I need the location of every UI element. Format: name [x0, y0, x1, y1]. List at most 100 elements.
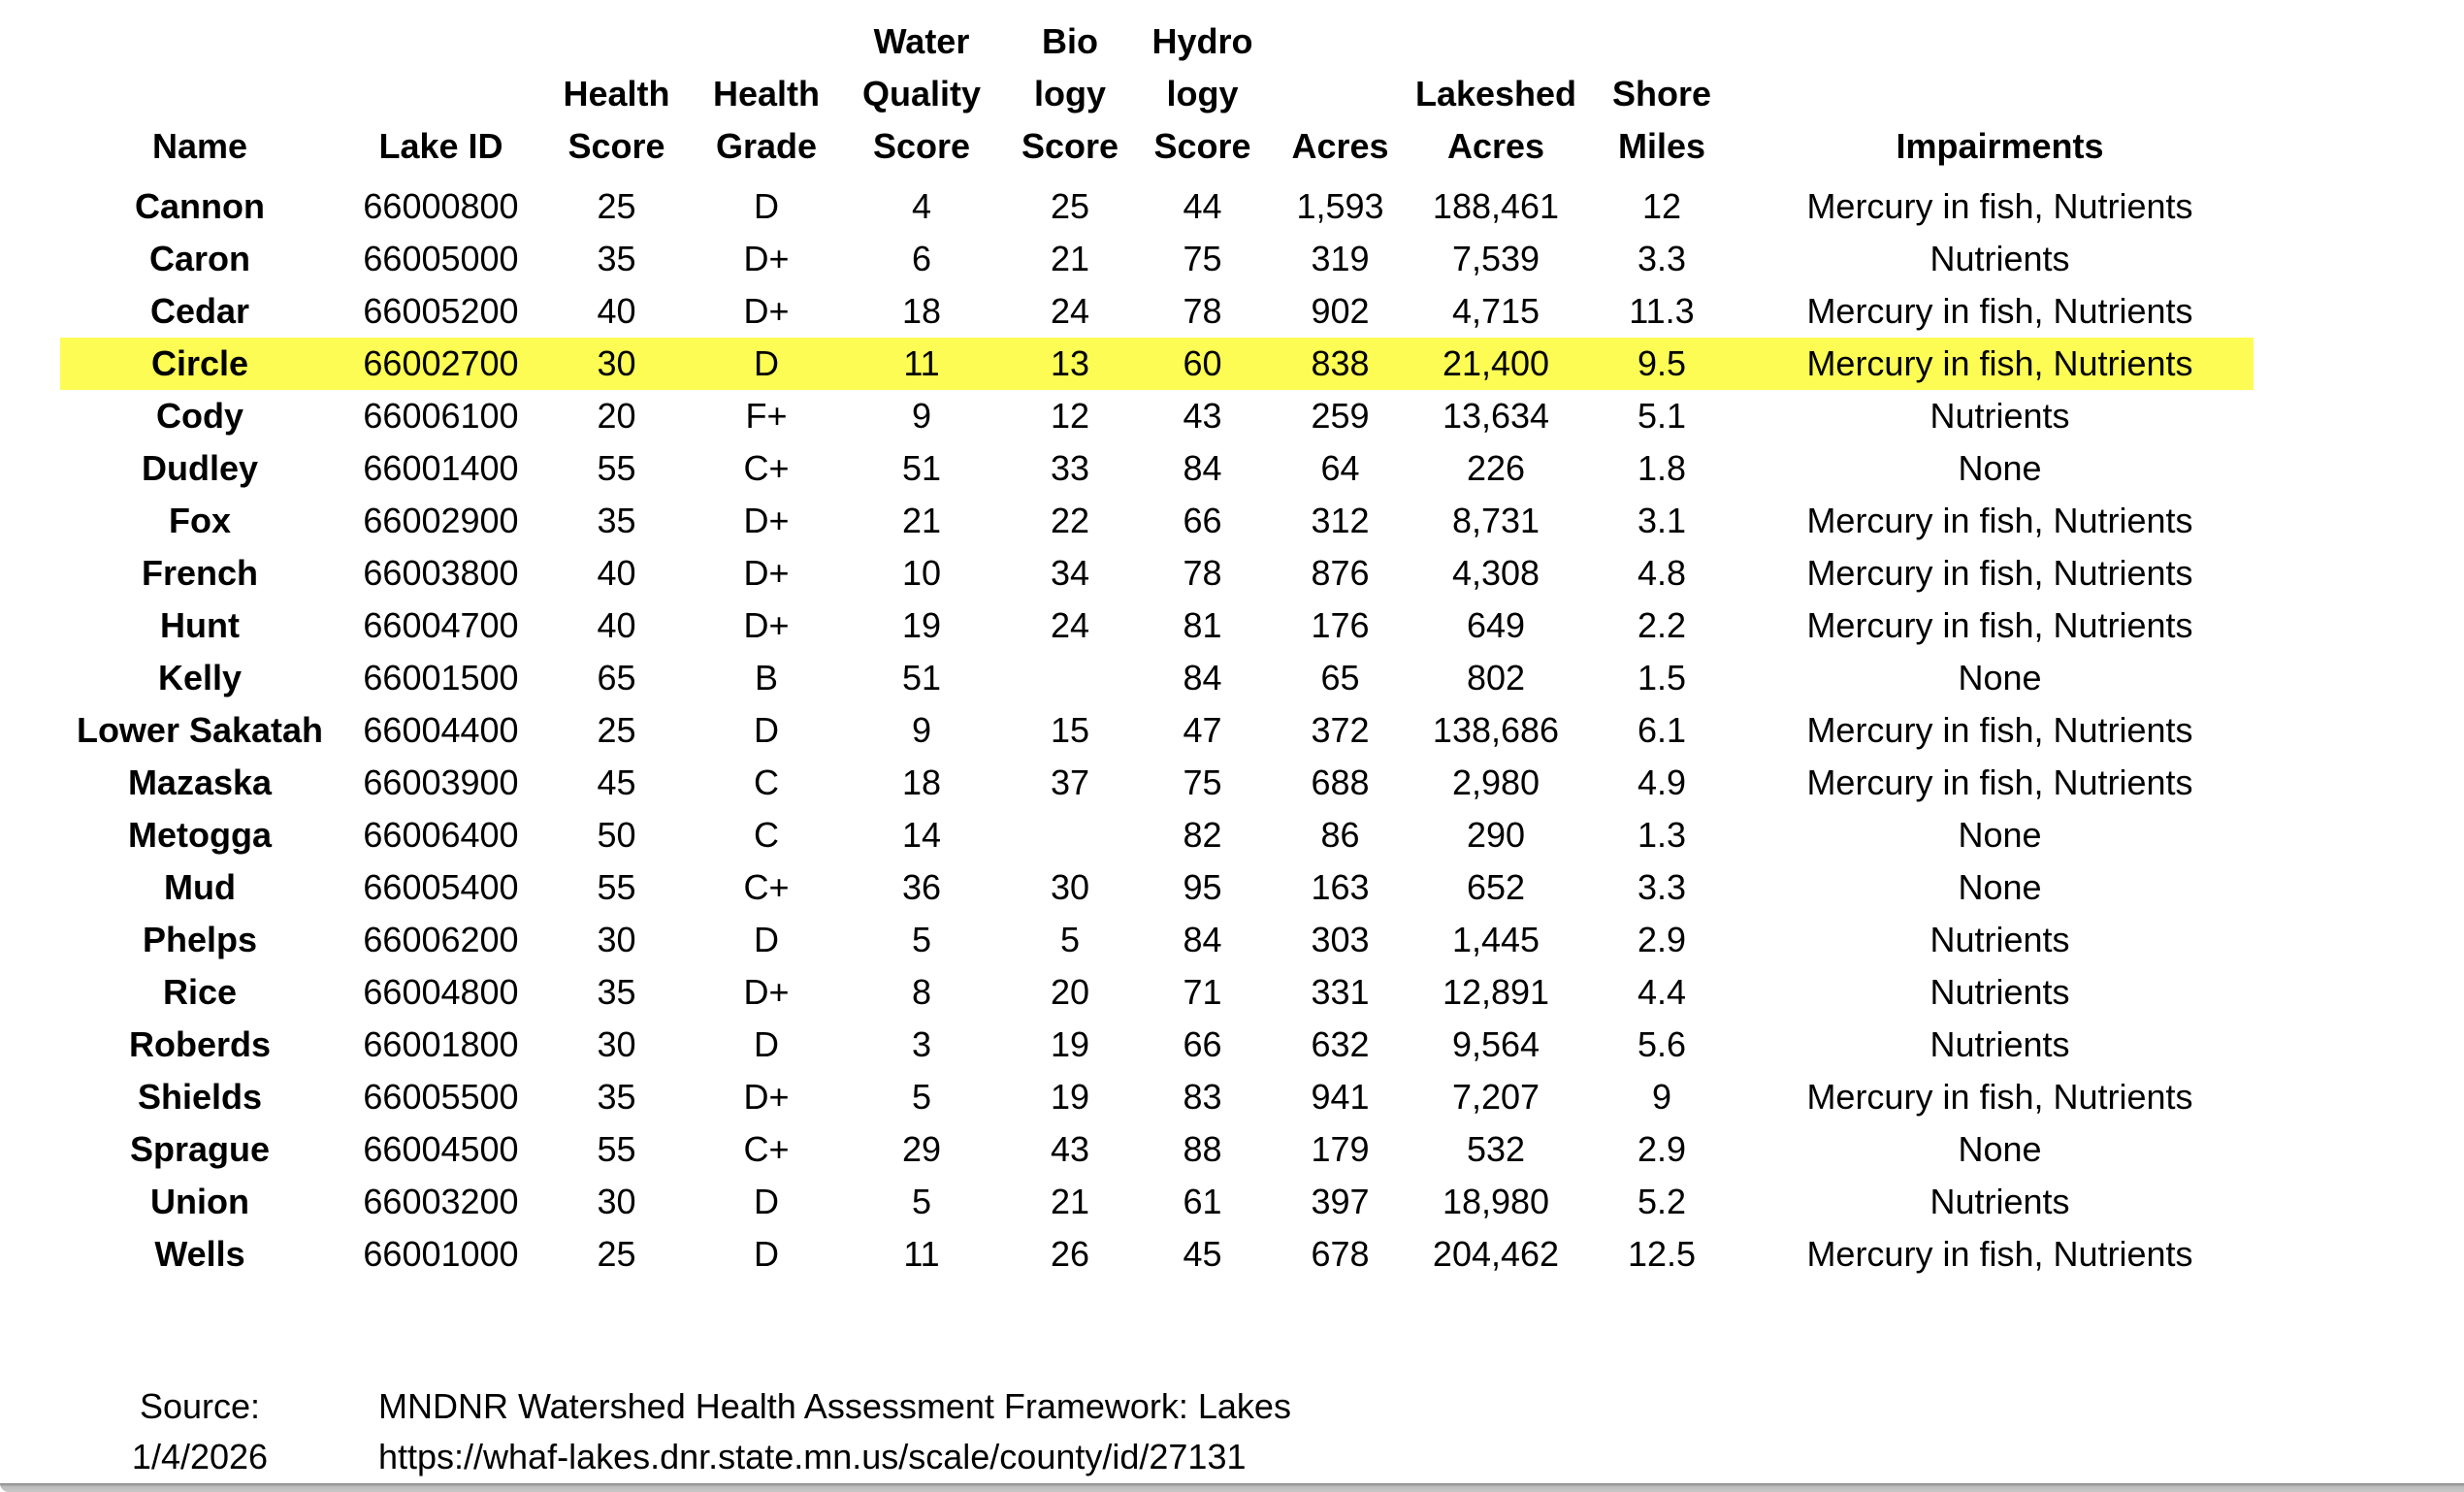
cell-water-quality-score[interactable]: 21 [901, 501, 942, 540]
cell-lake-id[interactable]: 66001800 [363, 1024, 519, 1064]
cell-hydrology-score[interactable]: 47 [1183, 710, 1222, 750]
cell-shore-miles[interactable]: 5.2 [1637, 1182, 1687, 1221]
cell-biology-score[interactable]: 24 [1050, 605, 1090, 645]
cell-lakeshed-acres[interactable]: 1,445 [1451, 920, 1540, 959]
cell-acres[interactable]: 372 [1311, 710, 1370, 750]
cell-lakeshed-acres[interactable]: 4,308 [1451, 553, 1540, 593]
cell-shore-miles[interactable]: 1.5 [1637, 658, 1687, 697]
cell-shore-miles[interactable]: 1.8 [1637, 448, 1687, 488]
cell-lake-id[interactable]: 66006100 [363, 396, 519, 436]
cell-lake-id[interactable]: 66002900 [363, 501, 519, 540]
cell-impairments[interactable]: Mercury in fish, Nutrients [1806, 605, 2193, 645]
cell-lake-id[interactable]: 66004800 [363, 972, 519, 1012]
cell-impairments[interactable]: Mercury in fish, Nutrients [1806, 762, 2193, 802]
header-health-grade[interactable]: Health Grade [691, 0, 842, 180]
cell-hydrology-score[interactable]: 61 [1183, 1182, 1222, 1221]
cell-health-score[interactable]: 30 [542, 338, 691, 390]
cell-name[interactable]: Shields [137, 1077, 263, 1117]
cell-name[interactable]: Dudley [141, 448, 259, 488]
cell-acres[interactable]: 176 [1311, 605, 1370, 645]
cell-name[interactable]: Sprague [129, 1129, 271, 1169]
cell-biology-score[interactable]: 19 [1050, 1024, 1090, 1064]
cell-impairments[interactable]: Mercury in fish, Nutrients [1746, 338, 2253, 390]
cell-biology-score[interactable]: 24 [1050, 291, 1090, 331]
cell-hydrology-score[interactable]: 81 [1183, 605, 1222, 645]
cell-lake-id[interactable]: 66005000 [363, 239, 519, 278]
cell-name[interactable]: Cannon [135, 186, 265, 226]
cell-lakeshed-acres[interactable]: 226 [1466, 448, 1526, 488]
cell-biology-score[interactable]: 12 [1050, 396, 1090, 436]
cell-health-grade[interactable]: C+ [743, 448, 790, 488]
cell-lake-id[interactable]: 66004400 [363, 710, 519, 750]
cell-water-quality-score[interactable]: 11 [903, 1234, 940, 1274]
cell-biology-score[interactable]: 13 [1001, 338, 1139, 390]
cell-acres[interactable]: 678 [1311, 1234, 1370, 1274]
cell-health-score[interactable]: 35 [597, 239, 636, 278]
cell-hydrology-score[interactable]: 45 [1183, 1234, 1222, 1274]
cell-biology-score[interactable]: 25 [1050, 186, 1090, 226]
cell-lakeshed-acres[interactable]: 188,461 [1432, 186, 1560, 226]
cell-impairments[interactable]: Mercury in fish, Nutrients [1806, 1077, 2193, 1117]
cell-health-grade[interactable]: D [691, 338, 842, 390]
cell-shore-miles[interactable]: 5.1 [1637, 396, 1687, 436]
cell-biology-score[interactable]: 34 [1050, 553, 1090, 593]
cell-impairments[interactable]: Mercury in fish, Nutrients [1806, 186, 2193, 226]
cell-water-quality-score[interactable]: 5 [911, 1182, 932, 1221]
cell-health-score[interactable]: 35 [597, 501, 636, 540]
cell-water-quality-score[interactable]: 8 [911, 972, 932, 1012]
cell-shore-miles[interactable]: 12 [1641, 186, 1682, 226]
cell-impairments[interactable]: None [1958, 448, 2042, 488]
cell-name[interactable]: Cedar [149, 291, 250, 331]
cell-biology-score[interactable]: 22 [1050, 501, 1090, 540]
header-water-quality-score[interactable]: Water Quality Score [842, 0, 1001, 180]
cell-name[interactable]: Mazaska [127, 762, 273, 802]
cell-lakeshed-acres[interactable]: 802 [1466, 658, 1526, 697]
cell-shore-miles[interactable]: 3.3 [1637, 867, 1687, 907]
cell-health-score[interactable]: 30 [597, 920, 636, 959]
cell-name[interactable]: Kelly [157, 658, 243, 697]
cell-health-grade[interactable]: C [754, 815, 779, 855]
cell-lakeshed-acres[interactable]: 138,686 [1432, 710, 1560, 750]
cell-health-grade[interactable]: D+ [743, 972, 790, 1012]
cell-lake-id[interactable]: 66006400 [363, 815, 519, 855]
cell-shore-miles[interactable]: 3.1 [1637, 501, 1687, 540]
cell-lakeshed-acres[interactable]: 532 [1466, 1129, 1526, 1169]
cell-impairments[interactable]: Nutrients [1929, 920, 2070, 959]
cell-lake-id[interactable]: 66001400 [363, 448, 519, 488]
cell-name[interactable]: Roberds [128, 1024, 272, 1064]
cell-health-grade[interactable]: D [754, 920, 779, 959]
cell-water-quality-score[interactable]: 36 [901, 867, 942, 907]
cell-lake-id[interactable]: 66003200 [363, 1182, 519, 1221]
cell-lakeshed-acres[interactable]: 7,539 [1451, 239, 1540, 278]
cell-water-quality-score[interactable]: 5 [911, 1077, 932, 1117]
cell-health-grade[interactable]: D+ [743, 605, 790, 645]
cell-water-quality-score[interactable]: 18 [901, 762, 942, 802]
cell-lake-id[interactable]: 66004700 [363, 605, 519, 645]
cell-water-quality-score[interactable]: 6 [911, 239, 932, 278]
cell-acres[interactable]: 65 [1320, 658, 1360, 697]
cell-shore-miles[interactable]: 3.3 [1637, 239, 1687, 278]
header-hydrology-score[interactable]: Hydro logy Score [1139, 0, 1266, 180]
cell-hydrology-score[interactable]: 84 [1183, 448, 1222, 488]
cell-hydrology-score[interactable]: 83 [1183, 1077, 1222, 1117]
cell-hydrology-score[interactable]: 75 [1183, 762, 1222, 802]
cell-health-score[interactable]: 55 [597, 1129, 636, 1169]
header-shore-miles[interactable]: Shore Miles [1577, 0, 1746, 180]
cell-acres[interactable]: 1,593 [1296, 186, 1384, 226]
cell-health-score[interactable]: 45 [597, 762, 636, 802]
cell-acres[interactable]: 838 [1266, 338, 1414, 390]
cell-name[interactable]: Rice [162, 972, 238, 1012]
cell-acres[interactable]: 876 [1311, 553, 1370, 593]
cell-water-quality-score[interactable]: 18 [901, 291, 942, 331]
header-lakeshed-acres[interactable]: Lakeshed Acres [1414, 0, 1577, 180]
cell-water-quality-score[interactable]: 9 [911, 396, 932, 436]
cell-lake-id[interactable]: 66005500 [363, 1077, 519, 1117]
cell-lake-id[interactable]: 66004500 [363, 1129, 519, 1169]
cell-lake-id[interactable]: 66002700 [340, 338, 542, 390]
cell-acres[interactable]: 331 [1311, 972, 1370, 1012]
cell-water-quality-score[interactable]: 51 [901, 658, 942, 697]
cell-health-score[interactable]: 40 [597, 291, 636, 331]
cell-health-score[interactable]: 30 [597, 1024, 636, 1064]
cell-lake-id[interactable]: 66005400 [363, 867, 519, 907]
cell-impairments[interactable]: Mercury in fish, Nutrients [1806, 710, 2193, 750]
